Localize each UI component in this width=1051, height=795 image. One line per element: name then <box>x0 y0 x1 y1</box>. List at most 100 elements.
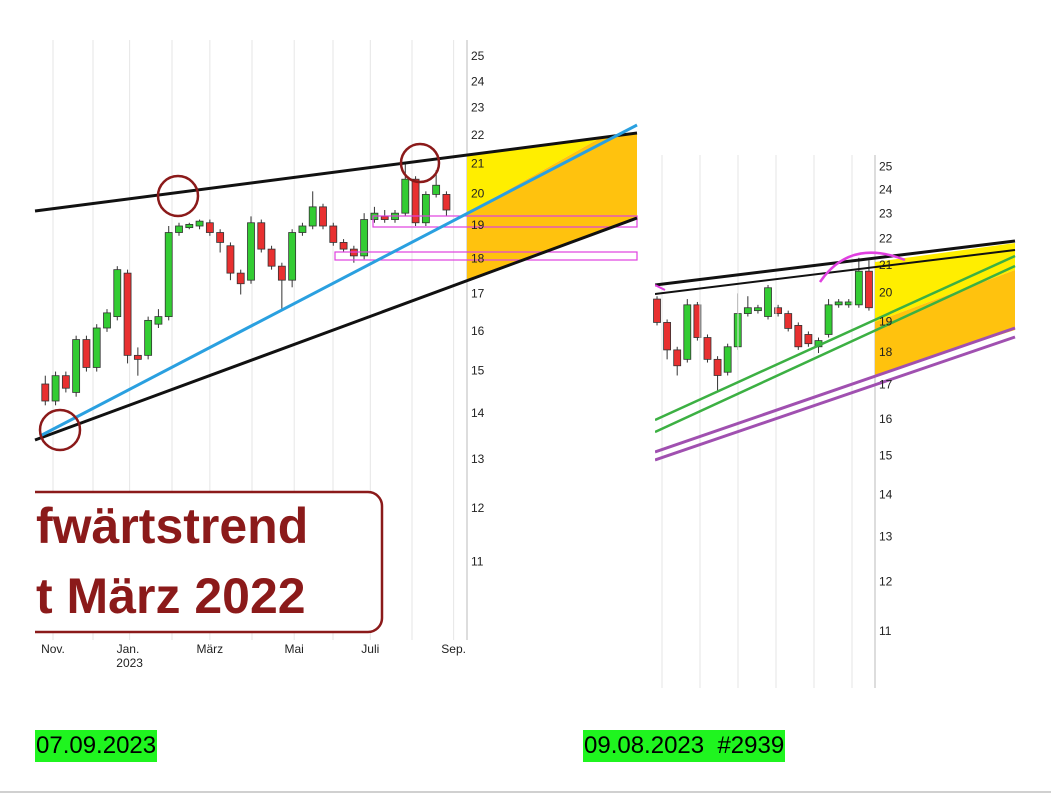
right-vertical-grid <box>661 155 853 688</box>
candle-body <box>247 222 255 281</box>
y-tick-label: 20 <box>471 187 485 201</box>
candle-body <box>713 358 722 376</box>
x-tick-label: Juli <box>361 642 379 656</box>
right-overlays <box>655 239 1016 462</box>
candle-body <box>92 327 101 368</box>
candle-body <box>764 287 772 317</box>
y-tick-label: 16 <box>471 324 485 338</box>
candle-body <box>329 225 338 243</box>
candle-body <box>683 304 692 360</box>
candle-body <box>824 304 833 335</box>
y-tick-label: 23 <box>471 101 485 115</box>
candle-body <box>432 184 441 195</box>
candle-body <box>411 178 420 224</box>
y-tick-label: 11 <box>879 624 892 638</box>
x-tick-label: Sep. <box>441 642 466 656</box>
y-tick-label: 14 <box>471 406 485 420</box>
y-tick-label: 12 <box>471 501 485 515</box>
candle-body <box>319 206 327 227</box>
y-tick-label: 22 <box>879 232 893 246</box>
y-tick-label: 17 <box>879 378 893 392</box>
candle-body <box>723 346 732 373</box>
candle-body <box>360 219 369 257</box>
candle-body <box>754 307 762 312</box>
date-caption: 09.08.2023 #2939 <box>583 730 786 762</box>
candle-body <box>663 322 672 351</box>
candle-body <box>693 304 702 338</box>
candle-body <box>72 339 81 393</box>
left-overlays: fwärtstrend t März 2022 <box>34 123 638 634</box>
y-tick-label: 22 <box>471 128 485 142</box>
y-tick-label: 12 <box>879 575 893 589</box>
candle-body <box>865 270 873 309</box>
candle-body <box>421 194 430 224</box>
footer-line <box>0 791 1051 793</box>
candle-body <box>185 223 194 229</box>
candle-body <box>339 242 348 250</box>
y-tick-label: 21 <box>471 157 485 171</box>
candle-body <box>743 307 752 314</box>
y-tick-label: 11 <box>471 555 484 569</box>
y-tick-label: 18 <box>471 251 485 265</box>
candle-body <box>794 325 803 348</box>
candle-body <box>401 178 410 214</box>
y-tick-label: 15 <box>879 448 893 462</box>
candle-body <box>257 222 266 250</box>
candle-body <box>51 375 60 402</box>
y-tick-label: 14 <box>879 487 893 501</box>
candle-body <box>804 334 813 345</box>
candle-body <box>164 232 173 318</box>
y-tick-label: 19 <box>471 218 485 232</box>
y-tick-label: 21 <box>879 258 893 272</box>
candle-body <box>216 232 225 243</box>
candle-body <box>195 220 204 227</box>
annotation-line: fwärtstrend <box>36 498 308 554</box>
candle-body <box>113 269 122 318</box>
candle-body <box>673 349 682 367</box>
y-tick-label: 17 <box>471 287 485 301</box>
candle-body <box>288 232 297 281</box>
candle-body <box>154 316 163 325</box>
y-tick-label: 13 <box>879 529 893 543</box>
x-tick-label: Mai <box>285 642 304 656</box>
candle-body <box>834 301 843 306</box>
candle-body <box>41 383 50 402</box>
annotation-line: t März 2022 <box>36 568 306 624</box>
candle-body <box>82 339 91 368</box>
date-caption: 07.09.2023 <box>35 730 158 762</box>
candle-body <box>298 225 307 233</box>
y-tick-label: 25 <box>471 49 485 63</box>
candle-body <box>854 270 863 306</box>
candle-body <box>380 215 389 220</box>
y-tick-label: 18 <box>879 345 893 359</box>
y-tick-label: 24 <box>879 182 893 196</box>
candle-body <box>844 301 853 306</box>
y-tick-label: 25 <box>879 159 893 173</box>
candle-body <box>267 248 276 267</box>
y-tick-label: 15 <box>471 364 485 378</box>
candle-body <box>226 245 235 274</box>
candle-body <box>123 272 132 356</box>
candle-body <box>784 313 793 329</box>
candle-body <box>133 354 142 360</box>
candle-body <box>103 312 111 329</box>
y-tick-label: 23 <box>879 206 893 220</box>
candle-body <box>442 194 451 211</box>
candle-body <box>774 307 783 314</box>
candle-body <box>175 225 183 233</box>
candle-body <box>205 222 214 233</box>
x-tick-label: Nov. <box>41 642 65 656</box>
y-tick-label: 24 <box>471 74 485 88</box>
candle-body <box>277 265 286 281</box>
candle-body <box>703 337 712 360</box>
x-tick-label: Jan. 2023 <box>116 642 143 670</box>
candle-body <box>308 206 317 227</box>
candle-body <box>144 319 153 356</box>
candle-body <box>61 375 70 389</box>
y-tick-label: 20 <box>879 286 893 300</box>
x-tick-label: März <box>197 642 224 656</box>
candle-body <box>236 272 245 285</box>
y-tick-label: 19 <box>879 315 893 329</box>
